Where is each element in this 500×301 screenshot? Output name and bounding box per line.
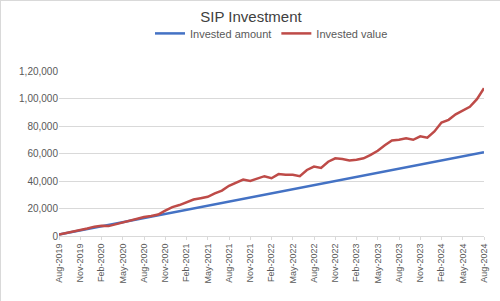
svg-text:20,000: 20,000 xyxy=(27,203,58,214)
svg-text:80,000: 80,000 xyxy=(27,121,58,132)
svg-text:Aug-2020: Aug-2020 xyxy=(139,244,149,283)
svg-text:May-2024: May-2024 xyxy=(458,244,468,284)
svg-text:Aug-2022: Aug-2022 xyxy=(309,244,319,283)
svg-text:Nov-2020: Nov-2020 xyxy=(160,244,170,283)
svg-text:1,00,000: 1,00,000 xyxy=(19,93,58,104)
svg-text:1,20,000: 1,20,000 xyxy=(19,66,58,77)
svg-text:Aug-2019: Aug-2019 xyxy=(54,244,64,283)
svg-text:Feb-2021: Feb-2021 xyxy=(181,244,191,283)
svg-text:May-2020: May-2020 xyxy=(118,244,128,284)
svg-text:May-2021: May-2021 xyxy=(203,244,213,284)
svg-text:0: 0 xyxy=(52,231,58,242)
svg-text:Aug-2021: Aug-2021 xyxy=(224,244,234,283)
svg-text:60,000: 60,000 xyxy=(27,148,58,159)
svg-text:Feb-2020: Feb-2020 xyxy=(96,244,106,283)
svg-text:May-2023: May-2023 xyxy=(373,244,383,284)
svg-text:Aug-2024: Aug-2024 xyxy=(479,244,489,283)
svg-text:Nov-2022: Nov-2022 xyxy=(330,244,340,283)
svg-text:Invested value: Invested value xyxy=(316,28,387,40)
svg-text:40,000: 40,000 xyxy=(27,176,58,187)
svg-text:Invested amount: Invested amount xyxy=(190,28,271,40)
svg-text:Nov-2019: Nov-2019 xyxy=(75,244,85,283)
svg-text:Aug-2023: Aug-2023 xyxy=(394,244,404,283)
svg-text:Nov-2021: Nov-2021 xyxy=(245,244,255,283)
svg-text:Feb-2023: Feb-2023 xyxy=(351,244,361,283)
svg-text:SIP Investment: SIP Investment xyxy=(200,8,302,25)
svg-text:May-2022: May-2022 xyxy=(288,244,298,284)
svg-text:Feb-2022: Feb-2022 xyxy=(266,244,276,283)
svg-text:Nov-2023: Nov-2023 xyxy=(415,244,425,283)
svg-text:Feb-2024: Feb-2024 xyxy=(436,244,446,283)
